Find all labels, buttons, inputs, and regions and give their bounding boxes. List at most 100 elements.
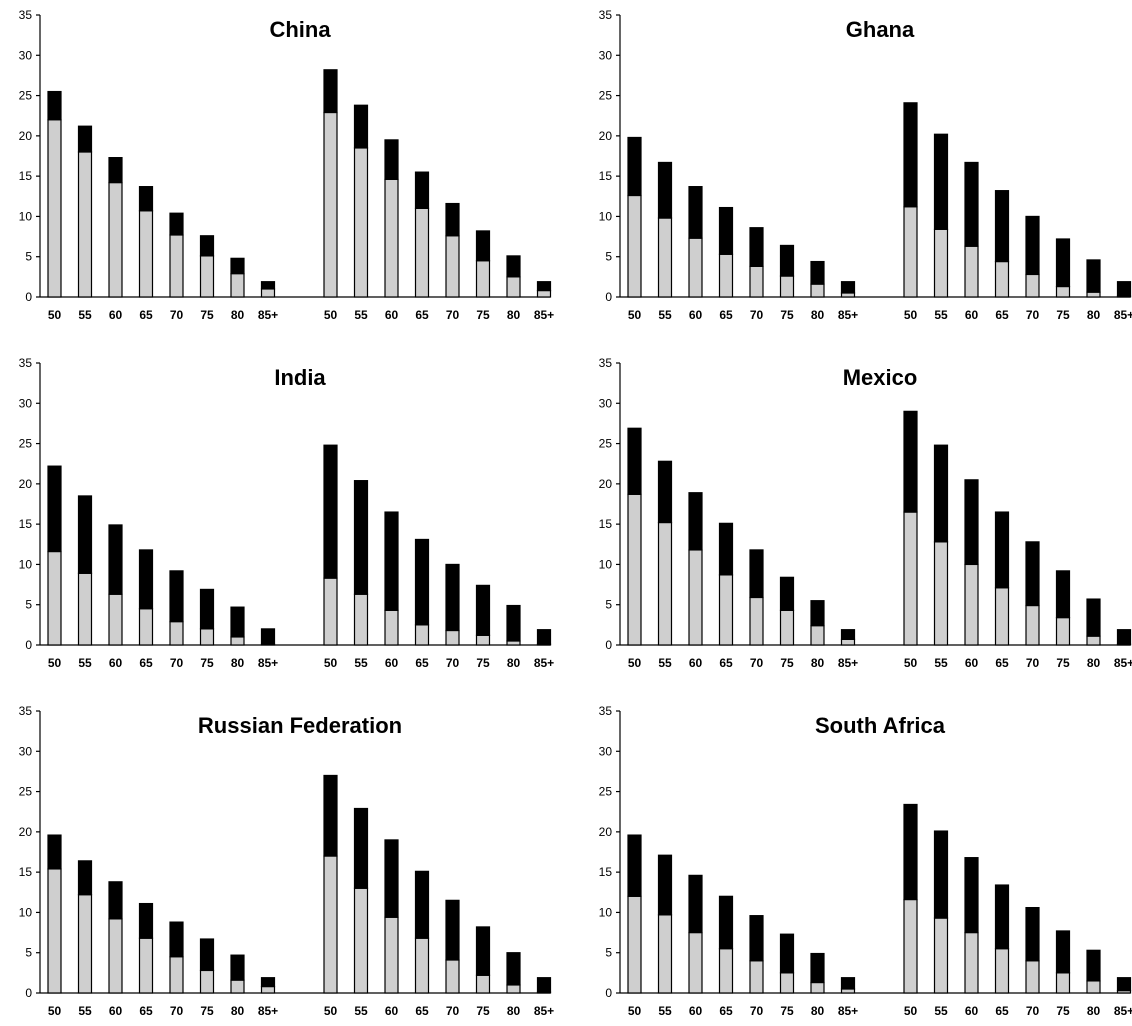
bar-segment-lower [199,255,215,298]
bar-segment-lower [1025,604,1040,646]
bar-segment-upper [718,895,734,950]
y-tick-label: 0 [605,986,612,1000]
x-tick-label: 70 [1026,1004,1040,1018]
bar-segment-lower [230,273,245,298]
bar-segment-upper [230,257,245,275]
bar-segment-lower [749,596,764,646]
x-tick-label: 80 [507,308,521,322]
bar-segment-upper [810,600,825,627]
bar-segment-lower [688,237,703,298]
bar-segment-upper [627,834,642,897]
bar-segment-upper [77,125,93,153]
x-tick-label: 55 [354,308,368,322]
x-tick-label: 85+ [534,1004,554,1018]
y-tick-label: 0 [25,290,32,304]
y-tick-label: 10 [599,557,613,571]
bar-segment-lower [47,119,62,298]
x-tick-label: 70 [750,656,764,670]
bar-segment-lower [260,288,276,298]
x-tick-label: 85+ [258,656,278,670]
panel-title: Ghana [846,17,915,42]
bar-segment-upper [169,921,184,958]
bar-segment-lower [1086,980,1101,994]
y-tick-label: 5 [605,946,612,960]
bar-segment-upper [1086,949,1101,982]
bar-segment-upper [933,133,949,230]
bar-segment-upper [108,524,123,595]
bar-segment-upper [779,244,795,277]
x-tick-label: 85+ [534,656,554,670]
bar-segment-upper [1055,238,1071,288]
bar-segment-lower [108,181,123,298]
x-tick-label: 85+ [1114,656,1132,670]
bar-segment-lower [445,629,460,646]
x-tick-label: 55 [658,656,672,670]
bar-segment-upper [77,860,93,896]
bar-segment-upper [749,915,764,962]
x-tick-label: 50 [48,656,62,670]
x-tick-label: 70 [1026,308,1040,322]
bar-segment-lower [1086,635,1101,646]
x-tick-label: 65 [995,1004,1009,1018]
bar-segment-upper [475,926,491,976]
x-tick-label: 85+ [838,656,858,670]
bar-segment-upper [445,563,460,632]
x-tick-label: 55 [78,656,92,670]
bar-segment-upper [47,90,62,121]
bar-segment-upper [108,881,123,920]
bar-segment-lower [688,549,703,646]
bar-segment-upper [506,255,521,278]
bar-segment-upper [169,570,184,623]
bar-segment-upper [230,954,245,981]
bar-segment-upper [414,538,430,626]
bar-segment-lower [1055,617,1071,646]
x-tick-label: 80 [1087,1004,1101,1018]
bar-segment-upper [903,803,918,901]
bar-segment-lower [353,147,369,298]
bar-segment-upper [445,899,460,961]
y-tick-label: 35 [599,704,613,718]
x-tick-label: 75 [780,656,794,670]
bar-segment-lower [994,260,1010,298]
bar-segment-lower [506,276,521,298]
bar-segment-upper [964,479,979,566]
x-tick-label: 80 [811,308,825,322]
x-tick-label: 75 [200,1004,214,1018]
y-tick-label: 35 [19,356,33,370]
bar-segment-upper [475,584,491,636]
x-tick-label: 50 [628,1004,642,1018]
bar-segment-upper [933,444,949,543]
bar-segment-lower [77,151,93,298]
bar-segment-upper [810,952,825,984]
x-tick-label: 85+ [1114,1004,1132,1018]
bar-segment-lower [718,253,734,298]
y-tick-label: 10 [19,905,33,919]
bar-segment-lower [903,898,918,994]
bar-segment-lower [445,235,460,298]
x-tick-label: 75 [1056,308,1070,322]
x-tick-label: 80 [811,1004,825,1018]
bar-segment-upper [688,492,703,551]
y-tick-label: 10 [599,209,613,223]
bar-segment-upper [1025,215,1040,276]
bar-segment-upper [1055,570,1071,619]
x-tick-label: 80 [231,656,245,670]
bar-segment-lower [260,985,276,994]
bar-segment-upper [353,104,369,149]
bar-segment-upper [657,460,673,524]
bar-segment-lower [627,895,642,994]
x-tick-label: 75 [200,308,214,322]
bar-segment-lower [933,917,949,994]
bar-segment-lower [779,972,795,994]
y-tick-label: 20 [599,477,613,491]
y-tick-label: 10 [19,209,33,223]
bar-segment-lower [903,511,918,646]
y-tick-label: 20 [19,477,33,491]
bar-segment-lower [964,931,979,994]
bar-segment-lower [1086,291,1101,298]
bar-segment-upper [47,465,62,553]
chart-panel: India 0 5 10 15 20 25 30 35 50 55 60 65 70 75 80 85+ 50 55… [19,356,555,670]
bar-segment-lower [840,988,856,994]
bar-segment-upper [718,522,734,576]
